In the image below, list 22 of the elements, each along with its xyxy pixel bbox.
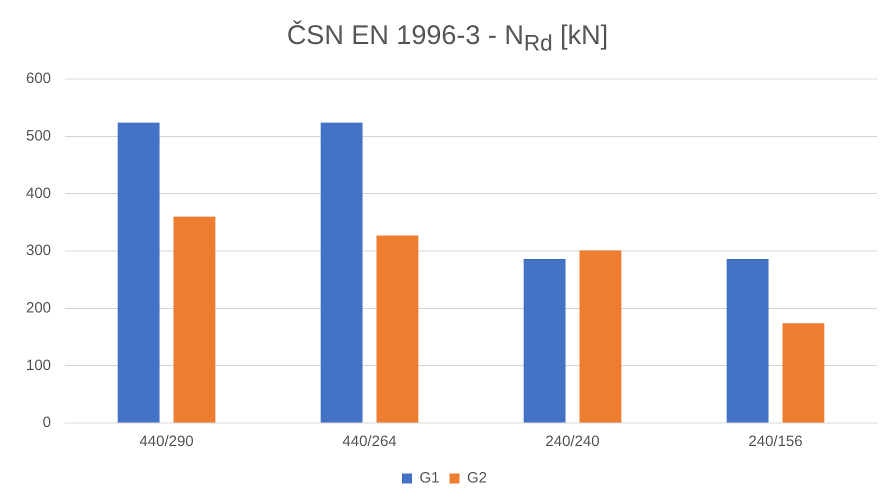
bar — [320, 122, 363, 422]
bar — [118, 122, 160, 422]
y-tick-label: 600 — [26, 70, 52, 88]
chart-title: ČSN EN 1996-3 - N$_{Rd}$ [kN] — [286, 19, 610, 56]
y-tick-label: 200 — [26, 299, 52, 316]
x-tick-label: 440/264 — [342, 433, 397, 450]
bar — [174, 216, 216, 422]
legend-label: G2 — [467, 470, 488, 487]
y-tick-label: 500 — [26, 127, 52, 144]
bar — [579, 250, 622, 422]
bar — [524, 259, 566, 422]
bar — [782, 323, 824, 422]
y-tick-label: 0 — [42, 414, 52, 432]
legend-label: G1 — [419, 470, 440, 487]
x-tick-label: 240/240 — [545, 433, 600, 450]
y-tick-label: 400 — [26, 184, 52, 202]
x-tick-label: 240/156 — [748, 433, 803, 450]
y-tick-label: 300 — [26, 242, 52, 260]
x-tick-label: 440/290 — [139, 433, 194, 450]
bar — [376, 236, 418, 422]
bar — [726, 259, 769, 422]
y-tick-label: 100 — [26, 356, 52, 374]
